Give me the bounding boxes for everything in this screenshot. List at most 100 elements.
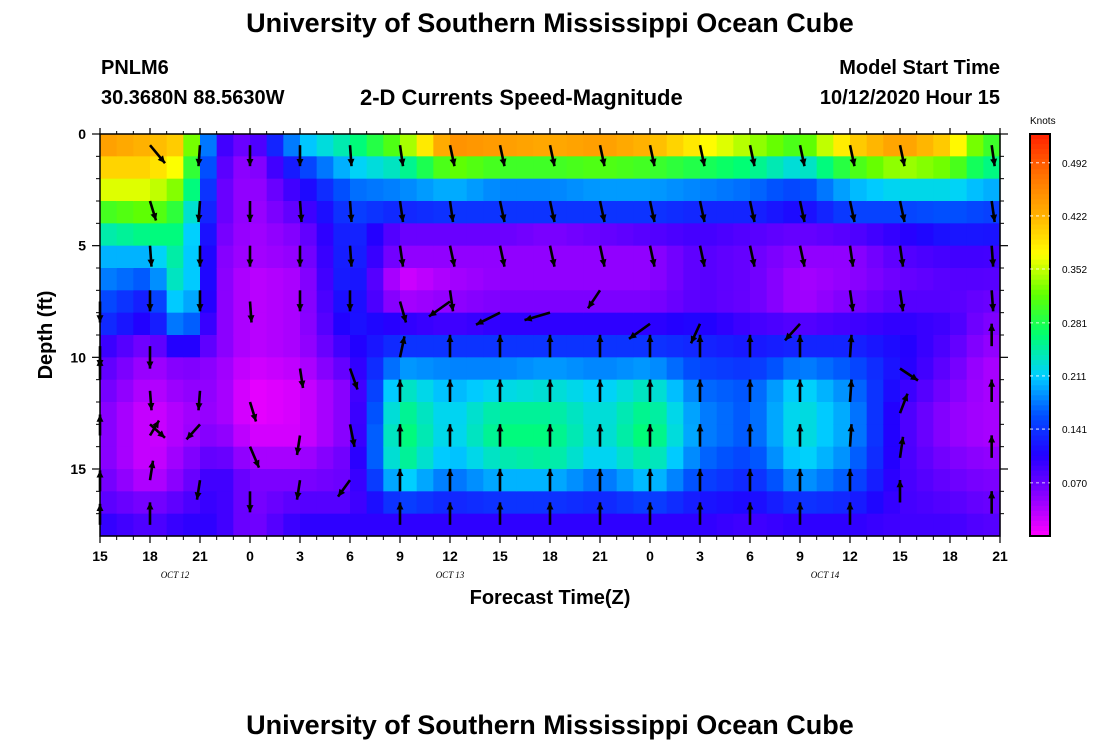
heatmap-cell — [933, 357, 951, 381]
heatmap-cell — [466, 201, 484, 224]
current-vector — [848, 245, 856, 267]
heatmap-cell — [183, 312, 201, 336]
heatmap-cell — [516, 178, 534, 202]
current-vector — [546, 468, 554, 492]
vector-head — [150, 212, 158, 221]
heatmap-cell — [633, 223, 651, 247]
y-tick-label: 15 — [70, 461, 86, 477]
vector-head — [596, 379, 604, 387]
heatmap-cell — [266, 268, 284, 291]
heatmap-cell — [933, 223, 951, 247]
vector-head — [799, 258, 807, 267]
heatmap-cell — [650, 513, 668, 537]
heatmap-cell — [216, 379, 234, 403]
current-vector — [446, 334, 454, 358]
heatmap-cell — [116, 491, 134, 515]
heatmap-cell — [200, 402, 218, 425]
y-tick-label: 0 — [78, 126, 86, 142]
heatmap-cell — [533, 513, 551, 537]
heatmap-cell — [366, 335, 384, 358]
heatmap-cell — [933, 134, 951, 157]
heatmap-cell — [516, 379, 534, 403]
current-vector — [646, 334, 654, 358]
vector-head — [351, 381, 359, 390]
heatmap-cell — [933, 379, 951, 403]
heatmap-cell — [616, 513, 634, 537]
heatmap-cell — [966, 402, 984, 425]
vector-head — [246, 158, 254, 167]
current-vector — [294, 479, 302, 500]
heatmap-cell — [683, 178, 701, 202]
heatmap-cell — [316, 469, 334, 492]
current-vector — [296, 145, 304, 167]
heatmap-cell — [966, 290, 984, 314]
heatmap-cell — [566, 402, 584, 425]
vector-head — [496, 379, 504, 387]
current-vector — [524, 311, 551, 322]
heatmap-cell — [533, 424, 551, 448]
heatmap-cell — [616, 156, 634, 180]
colorbar-band — [1030, 279, 1050, 286]
heatmap-cell — [633, 178, 651, 202]
heatmap-cell — [700, 357, 718, 381]
heatmap-cell — [266, 379, 284, 403]
heatmap-cell — [366, 446, 384, 470]
heatmap-cell — [416, 402, 434, 425]
heatmap-cell — [783, 223, 801, 247]
vector-head — [496, 468, 504, 477]
heatmap-cell — [116, 223, 134, 247]
heatmap-cell — [583, 156, 601, 180]
heatmap-cell — [916, 424, 934, 448]
colorbar-label: 0.211 — [1062, 372, 1087, 383]
heatmap-cell — [183, 513, 201, 537]
heatmap-cell — [616, 201, 634, 224]
heatmap-cell — [250, 446, 268, 470]
current-vector — [546, 379, 554, 402]
heatmap-cell — [116, 156, 134, 180]
current-vector — [348, 424, 357, 448]
heatmap-cell — [200, 156, 218, 180]
heatmap-cell — [316, 223, 334, 247]
heatmap-cell — [816, 402, 834, 425]
heatmap-cell — [483, 178, 501, 202]
heatmap-cell — [333, 491, 351, 515]
heatmap-cell — [950, 469, 968, 492]
heatmap-cell — [266, 134, 284, 157]
heatmap-cell — [850, 268, 868, 291]
heatmap-cell — [866, 335, 884, 358]
heatmap-cell — [783, 491, 801, 515]
heatmap-cell — [883, 491, 901, 515]
heatmap-cell — [183, 290, 201, 314]
heatmap-cell — [283, 223, 301, 247]
x-tick-label: 15 — [92, 548, 108, 564]
heatmap-cell — [683, 156, 701, 180]
heatmap-cell — [250, 469, 268, 492]
vector-head — [157, 430, 165, 438]
current-vector — [348, 368, 359, 390]
vector-head — [746, 334, 754, 343]
heatmap-cell — [500, 134, 518, 157]
heatmap-cell — [400, 446, 418, 470]
heatmap-cell — [400, 134, 418, 157]
colorbar-band — [1030, 239, 1050, 246]
heatmap-cell — [383, 156, 401, 180]
heatmap-cell — [983, 402, 1001, 425]
heatmap-cell — [266, 178, 284, 202]
heatmap-cell — [600, 312, 618, 336]
heatmap-cell — [533, 245, 551, 269]
colorbar-label: 0.070 — [1062, 479, 1087, 490]
heatmap-cell — [700, 312, 718, 336]
heatmap-cell — [366, 469, 384, 492]
heatmap-cell — [166, 290, 184, 314]
heatmap-cell — [516, 402, 534, 425]
heatmap-cell — [166, 379, 184, 403]
heatmap-cell — [283, 268, 301, 291]
heatmap-cell — [366, 513, 384, 537]
vector-head — [599, 258, 607, 267]
heatmap-cell — [966, 156, 984, 180]
heatmap-cell — [833, 379, 851, 403]
heatmap-cell — [250, 290, 268, 314]
heatmap-cell — [833, 335, 851, 358]
heatmap-cell — [316, 268, 334, 291]
heatmap-cell — [200, 491, 218, 515]
